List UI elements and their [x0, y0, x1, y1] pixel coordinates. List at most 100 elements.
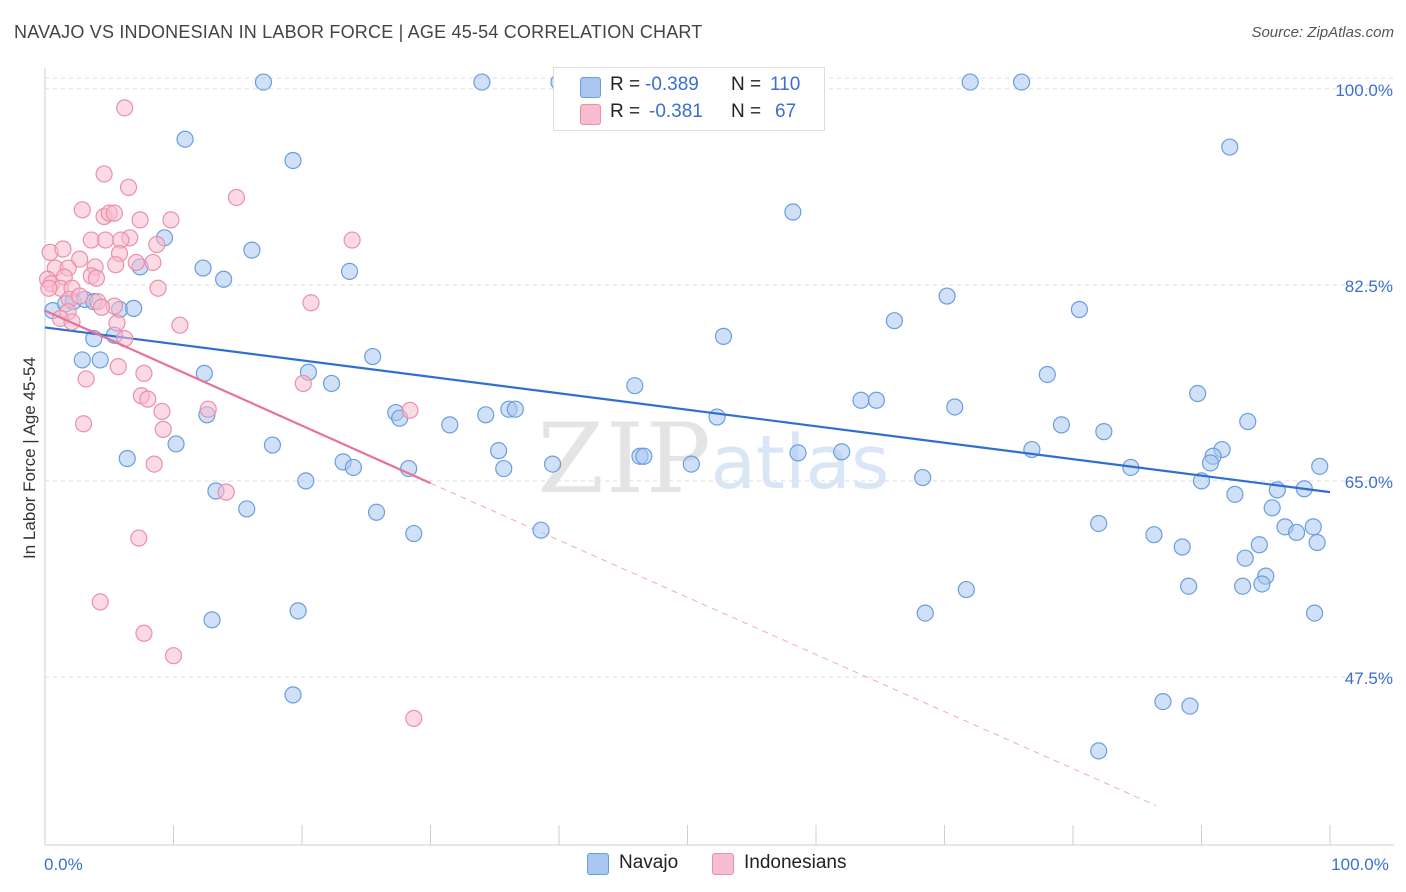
indonesians-point — [135, 624, 153, 642]
navajo-point — [1234, 577, 1252, 595]
x-tick-labels: 0.0% 100.0% — [44, 855, 1389, 874]
indonesians-point — [127, 253, 145, 272]
navajo-point — [1239, 412, 1257, 431]
indonesians-point — [92, 298, 111, 316]
indonesians-point — [74, 415, 93, 433]
navajo-point — [473, 73, 491, 91]
indonesians-point — [77, 370, 95, 388]
navajo-point — [784, 203, 802, 221]
navajo-point — [506, 400, 524, 418]
y-tick-label: 100.0% — [1335, 81, 1393, 100]
navajo-point — [1304, 518, 1322, 536]
navajo-point — [367, 503, 386, 521]
trend-line — [44, 326, 1331, 494]
navajo-point — [957, 580, 975, 599]
axes — [44, 68, 1394, 846]
indonesians-point — [148, 235, 166, 254]
indonesians-point — [154, 420, 172, 438]
navajo-point — [1253, 575, 1271, 593]
navajo-point — [263, 436, 282, 454]
indonesians-point — [343, 231, 361, 249]
indonesians-point — [54, 240, 72, 258]
navajo-point — [284, 151, 302, 170]
watermark-atlas: atlas — [711, 420, 890, 506]
navajo-point — [238, 500, 256, 518]
indonesians-point — [71, 250, 89, 268]
navajo-point — [1263, 499, 1281, 517]
navajo-point — [1012, 73, 1031, 91]
navajo-points — [44, 73, 1331, 760]
navajo-point — [1090, 742, 1108, 760]
navajo-point — [1250, 536, 1268, 554]
indonesians-point — [95, 165, 113, 183]
chart-title: NAVAJO VS INDONESIAN IN LABOR FORCE | AG… — [14, 22, 703, 42]
source-label: Source: ZipAtlas.com — [1251, 24, 1394, 41]
navajo-point — [118, 449, 136, 468]
navajo-point — [1154, 693, 1172, 711]
navajo-point — [885, 312, 903, 330]
indonesians-point — [217, 483, 235, 501]
legend-indonesians-n-label: N = — [731, 101, 762, 122]
legend-row-navajo: R = -0.389 N = 110 — [554, 74, 824, 100]
navajo-point — [125, 299, 143, 317]
correlation-legend: R = -0.389 N = 110 R = -0.381 N = 67 — [553, 67, 825, 131]
navajo-point — [322, 374, 341, 393]
indonesians-point — [73, 201, 91, 219]
navajo-point — [289, 602, 307, 620]
indonesians-point — [401, 401, 419, 419]
legend-indonesians-r-value: -0.381 — [649, 101, 703, 122]
indonesians-point — [162, 211, 180, 229]
legend-navajo-n-value: 110 — [770, 74, 801, 95]
bottom-indonesians-label: Indonesians — [744, 852, 847, 873]
navajo-point — [215, 270, 233, 288]
navajo-point — [626, 377, 644, 395]
indonesians-point — [116, 99, 134, 117]
indonesians-point — [131, 211, 149, 229]
navajo-point — [73, 351, 91, 369]
navajo-point — [477, 406, 495, 424]
navajo-point — [490, 442, 508, 460]
indonesians-point — [171, 316, 189, 334]
indonesians-point — [130, 529, 148, 547]
indonesians-point — [119, 178, 138, 196]
navajo-point — [635, 447, 653, 465]
indonesians-point — [164, 647, 183, 665]
navajo-point — [1236, 549, 1254, 567]
navajo-point — [1145, 526, 1163, 544]
navajo-point — [340, 262, 359, 281]
y-axis-label: In Labor Force | Age 45-54 — [20, 357, 39, 559]
navajo-point — [176, 130, 194, 148]
y-tick-label: 65.0% — [1345, 473, 1393, 492]
x-tick-label: 100.0% — [1331, 855, 1389, 874]
trend-line-extension — [430, 482, 1157, 807]
navajo-point — [916, 604, 934, 622]
legend-navajo-n-label: N = — [731, 74, 762, 95]
navajo-point — [254, 73, 273, 91]
navajo-point — [297, 472, 315, 490]
navajo-point — [364, 347, 382, 366]
legend-row-indonesians: R = -0.381 N = 67 — [554, 101, 824, 127]
navajo-point — [1038, 365, 1056, 384]
navajo-swatch — [580, 77, 601, 98]
indonesians-point — [153, 402, 171, 421]
navajo-point — [441, 416, 459, 434]
navajo-point — [1181, 697, 1199, 715]
navajo-point — [708, 408, 726, 426]
navajo-point — [1052, 416, 1071, 434]
trend-lines — [430, 482, 1157, 807]
legend-navajo-r-value: -0.389 — [645, 74, 699, 95]
navajo-point — [1095, 423, 1113, 441]
indonesians-point — [227, 188, 246, 207]
navajo-point — [243, 241, 261, 259]
watermark-zip: ZIP — [537, 403, 712, 515]
indonesians-point — [294, 374, 312, 393]
y-tick-label: 82.5% — [1345, 277, 1393, 296]
navajo-point — [1070, 300, 1089, 319]
navajo-point — [495, 459, 513, 478]
navajo-point — [284, 686, 302, 704]
navajo-point — [91, 351, 109, 369]
bottom-indonesians-swatch — [712, 853, 734, 875]
legend-indonesians-r-label: R = — [610, 101, 641, 122]
indonesians-swatch — [580, 104, 601, 125]
